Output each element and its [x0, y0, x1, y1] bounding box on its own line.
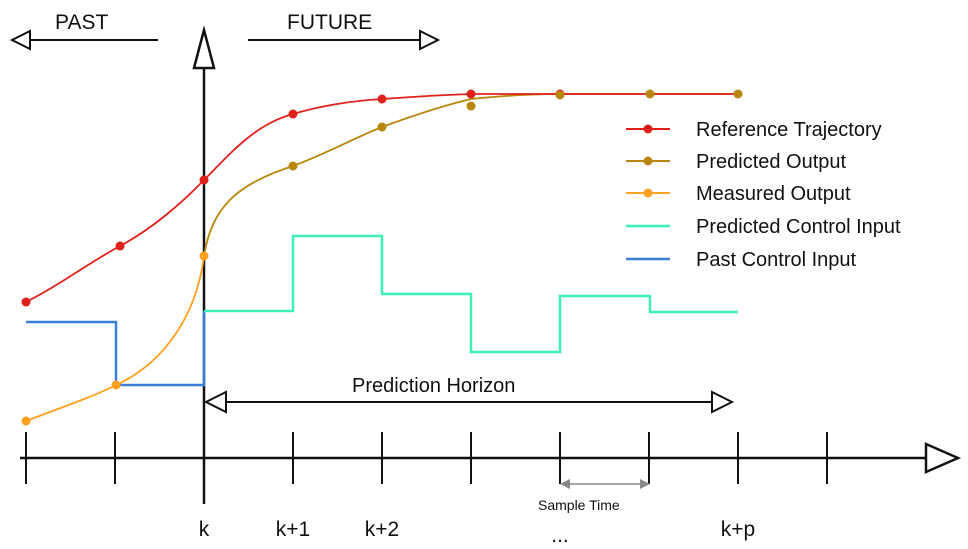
reference-trajectory-line [25, 93, 738, 303]
predicted-output-points [288, 89, 743, 171]
reference-point [288, 109, 298, 119]
tick-label-k-plus-1: k+1 [276, 518, 310, 541]
present-time-axis [192, 25, 216, 504]
measured-output-points [21, 251, 209, 426]
legend-label: Reference Trajectory [696, 119, 882, 141]
legend-marker [643, 156, 653, 166]
prediction-horizon-label: Prediction Horizon [352, 375, 515, 397]
predicted-output-point [377, 122, 387, 132]
legend-label: Predicted Output [696, 151, 847, 173]
legend-label: Predicted Control Input [696, 216, 901, 238]
legend-marker [643, 124, 653, 134]
measured-output-point [111, 380, 121, 390]
measured-output-line [25, 255, 205, 422]
reference-point [199, 175, 209, 185]
predicted-control-input-line [204, 234, 738, 354]
legend-item-measured-output: Measured Output [626, 183, 851, 205]
sample-time-label: Sample Time [538, 497, 620, 513]
reference-point [115, 241, 125, 251]
legend-label: Past Control Input [696, 249, 857, 271]
future-label: FUTURE [287, 11, 372, 34]
sample-time-arrow [560, 479, 650, 489]
legend-label: Measured Output [696, 183, 851, 205]
predicted-output-point [645, 89, 655, 99]
tick-label-k-plus-p: k+p [721, 518, 755, 541]
time-axis [20, 442, 962, 474]
legend-item-past-control-input: Past Control Input [626, 249, 857, 271]
legend-marker [643, 188, 653, 198]
legend: Reference Trajectory Predicted Output Me… [626, 119, 901, 271]
past-arrow [9, 29, 158, 51]
predicted-output-point [288, 161, 298, 171]
tick-label-k-plus-2: k+2 [365, 518, 399, 541]
past-label: PAST [55, 11, 108, 34]
reference-point [377, 94, 387, 104]
future-arrow [248, 29, 441, 51]
predicted-output-line [203, 93, 738, 257]
tick-label-k: k [199, 518, 210, 541]
measured-output-point [21, 416, 31, 426]
predicted-output-point [466, 101, 476, 111]
past-control-input-line [26, 311, 206, 387]
measured-output-point [199, 251, 209, 261]
tick-label-ellipsis: ... [551, 524, 569, 544]
reference-point [466, 89, 476, 99]
prediction-horizon-arrow [203, 390, 735, 414]
legend-item-reference-trajectory: Reference Trajectory [626, 119, 882, 141]
legend-item-predicted-output: Predicted Output [626, 151, 847, 173]
predicted-output-point [733, 89, 743, 99]
reference-point [21, 297, 31, 307]
predicted-output-point [555, 90, 565, 100]
legend-item-predicted-control-input: Predicted Control Input [626, 216, 901, 238]
